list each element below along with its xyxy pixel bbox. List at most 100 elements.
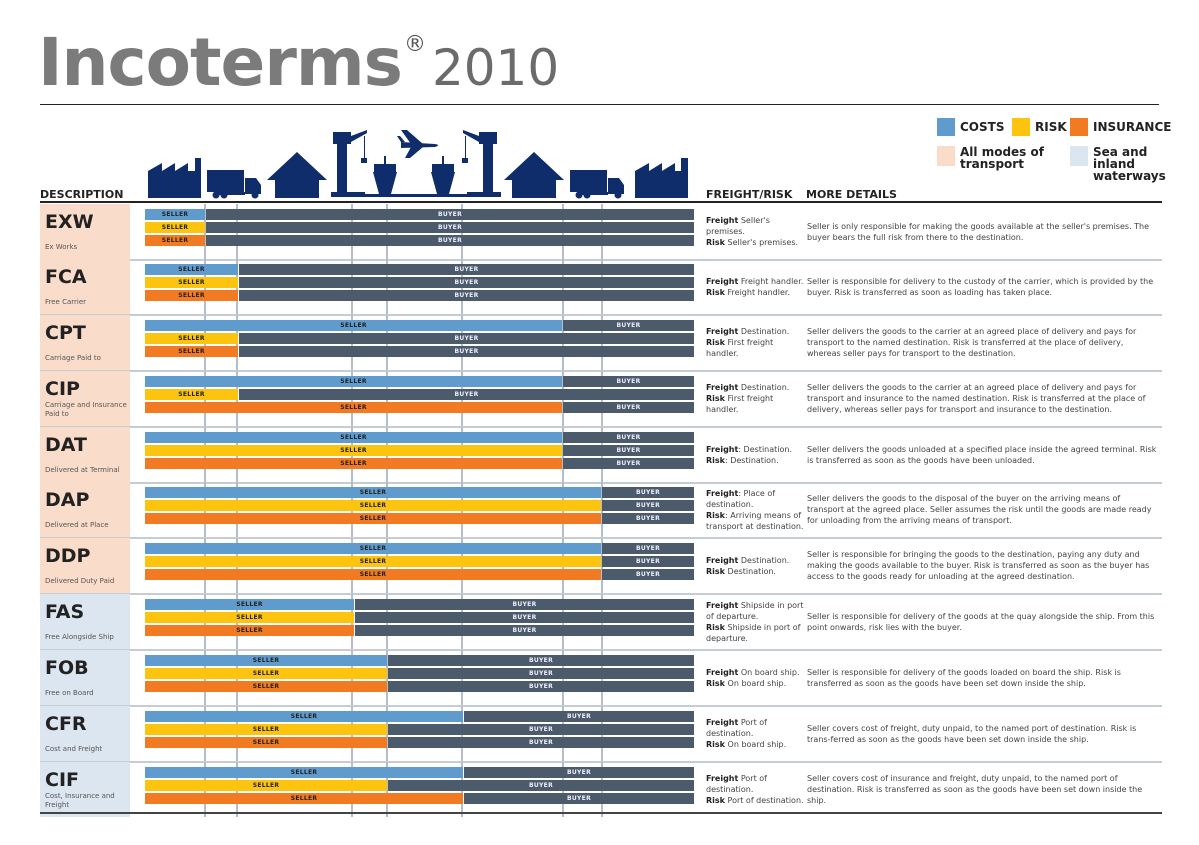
column-header-description: DESCRIPTION bbox=[40, 188, 124, 201]
more-details-cell: Seller is responsible for delivery of th… bbox=[807, 667, 1121, 688]
freight-label: Freight bbox=[706, 216, 739, 225]
bottom-rule bbox=[40, 812, 1162, 814]
freight-value: Destination. bbox=[738, 555, 790, 565]
table-row-dat: DAT Delivered at Terminal SELLER BUYER SELLE… bbox=[40, 427, 1162, 484]
buyer-segment: BUYER bbox=[206, 222, 694, 233]
buyer-segment: BUYER bbox=[464, 767, 694, 778]
risk-value: Seller's premises. bbox=[724, 238, 799, 247]
term-code: DAP bbox=[45, 489, 90, 511]
legend-insurance-label: INSURANCE bbox=[1093, 120, 1172, 134]
costs-bar: SELLER BUYER bbox=[145, 487, 695, 498]
gridline bbox=[386, 706, 388, 761]
plane-icon bbox=[397, 130, 438, 158]
crane-icon bbox=[331, 130, 367, 197]
buyer-segment: BUYER bbox=[355, 625, 694, 636]
registered-mark: ® bbox=[403, 32, 426, 57]
insurance-bar: SELLER BUYER bbox=[145, 681, 695, 692]
responsibility-bars: SELLER BUYER SELLER BUYER SELLER BUYER bbox=[145, 538, 695, 593]
risk-bar: SELLER BUYER bbox=[145, 724, 695, 735]
legend-all-modes: All modes of transport bbox=[937, 146, 1044, 170]
legend-sea-line1: Sea and inland bbox=[1093, 145, 1148, 171]
header-rule bbox=[40, 201, 1162, 203]
freight-label: Freight bbox=[706, 600, 739, 610]
responsibility-bars: SELLER BUYER SELLER BUYER SELLER BUYER bbox=[145, 762, 695, 817]
seller-segment: SELLER bbox=[145, 724, 387, 735]
legend-costs-label: COSTS bbox=[960, 120, 1005, 134]
buyer-segment: BUYER bbox=[602, 500, 694, 511]
freight-label: Freight bbox=[706, 718, 739, 727]
seller-segment: SELLER bbox=[145, 458, 562, 469]
insurance-bar: SELLER BUYER bbox=[145, 569, 695, 580]
costs-bar: SELLER BUYER bbox=[145, 209, 695, 220]
seller-segment: SELLER bbox=[145, 793, 463, 804]
responsibility-bars: SELLER BUYER SELLER BUYER SELLER BUYER bbox=[145, 315, 695, 370]
costs-bar: SELLER BUYER bbox=[145, 767, 695, 778]
costs-bar: SELLER BUYER bbox=[145, 711, 695, 722]
risk-label: Risk bbox=[706, 796, 725, 805]
risk-swatch bbox=[1012, 118, 1030, 136]
warehouse-icon bbox=[267, 152, 327, 198]
insurance-swatch bbox=[1070, 118, 1088, 136]
term-description: DDP Delivered Duty Paid bbox=[40, 538, 130, 593]
seller-segment: SELLER bbox=[145, 767, 463, 778]
risk-value: On board ship. bbox=[724, 678, 787, 688]
buyer-segment: BUYER bbox=[206, 235, 694, 246]
risk-label: Risk bbox=[706, 678, 725, 688]
table-row-exw: EXW Ex Works SELLER BUYER SELLER BUYER SELLER B… bbox=[40, 204, 1162, 261]
freight-value: Freight handler. bbox=[738, 276, 804, 286]
seller-segment: SELLER bbox=[145, 235, 205, 246]
table-row-cip: CIP Carriage and Insurance Paid to SELLER B… bbox=[40, 371, 1162, 428]
risk-value: Destination. bbox=[724, 566, 776, 576]
term-name: Free Carrier bbox=[45, 298, 87, 306]
buyer-segment: BUYER bbox=[563, 376, 694, 387]
buyer-segment: BUYER bbox=[464, 711, 694, 722]
seller-segment: SELLER bbox=[145, 320, 562, 331]
term-code: FAS bbox=[45, 601, 85, 623]
term-code: FOB bbox=[45, 657, 89, 679]
freight-risk-cell: Freight Destination. Risk First freight h… bbox=[706, 382, 804, 415]
responsibility-bars: SELLER BUYER SELLER BUYER SELLER BUYER bbox=[145, 594, 695, 649]
seller-segment: SELLER bbox=[145, 500, 601, 511]
costs-bar: SELLER BUYER bbox=[145, 432, 695, 443]
term-description: EXW Ex Works bbox=[40, 204, 130, 259]
responsibility-bars: SELLER BUYER SELLER BUYER SELLER BUYER bbox=[145, 650, 695, 705]
freight-label: Freight bbox=[706, 444, 739, 454]
insurance-bar: SELLER BUYER bbox=[145, 402, 695, 413]
factory-icon bbox=[148, 158, 201, 198]
buyer-segment: BUYER bbox=[239, 389, 694, 400]
buyer-segment: BUYER bbox=[388, 780, 694, 791]
risk-value: Port of destination. bbox=[724, 796, 804, 805]
buyer-segment: BUYER bbox=[388, 668, 694, 679]
costs-bar: SELLER BUYER bbox=[145, 655, 695, 666]
risk-value: : Arriving means of transport at destina… bbox=[706, 510, 804, 531]
buyer-segment: BUYER bbox=[602, 543, 694, 554]
term-code: CFR bbox=[45, 713, 87, 735]
insurance-bar: SELLER BUYER bbox=[145, 458, 695, 469]
buyer-segment: BUYER bbox=[563, 402, 694, 413]
seller-segment: SELLER bbox=[145, 780, 387, 791]
more-details-cell: Seller delivers the goods to the disposa… bbox=[807, 494, 1152, 525]
seller-segment: SELLER bbox=[145, 737, 387, 748]
term-name: Carriage and Insurance Paid to bbox=[45, 401, 127, 418]
table-row-cpt: CPT Carriage Paid to SELLER BUYER SELLER BUYE… bbox=[40, 315, 1162, 372]
table-row-fca: FCA Free Carrier SELLER BUYER SELLER BUYER SEL… bbox=[40, 259, 1162, 316]
buyer-segment: BUYER bbox=[239, 277, 694, 288]
freight-risk-cell: Freight: Destination. Risk: Destination. bbox=[706, 444, 804, 466]
risk-value: Shipside in port of departure. bbox=[706, 622, 801, 643]
costs-swatch bbox=[937, 118, 955, 136]
buyer-segment: BUYER bbox=[602, 569, 694, 580]
term-code: FCA bbox=[45, 266, 87, 288]
page-title: Incoterms ® 2010 bbox=[38, 30, 559, 102]
buyer-segment: BUYER bbox=[239, 290, 694, 301]
costs-bar: SELLER BUYER bbox=[145, 543, 695, 554]
buyer-segment: BUYER bbox=[563, 432, 694, 443]
insurance-bar: SELLER BUYER bbox=[145, 513, 695, 524]
risk-label: Risk bbox=[706, 238, 725, 247]
more-details-cell: Seller is only responsible for making th… bbox=[807, 221, 1150, 242]
risk-value: : Destination. bbox=[724, 455, 779, 465]
legend-sea: Sea and inland waterways bbox=[1070, 146, 1167, 182]
seller-segment: SELLER bbox=[145, 432, 562, 443]
seller-segment: SELLER bbox=[145, 513, 601, 524]
legend-sea-line2: waterways bbox=[1093, 169, 1166, 183]
buyer-segment: BUYER bbox=[602, 487, 694, 498]
